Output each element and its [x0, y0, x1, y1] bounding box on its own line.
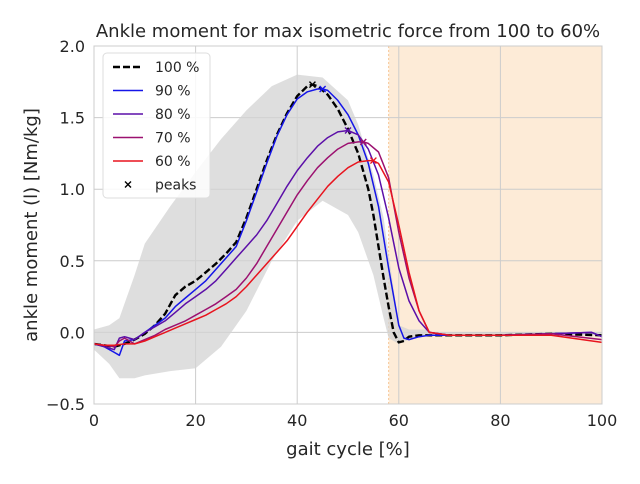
x-tick-label: 40: [287, 411, 307, 430]
legend-label: 60 %: [155, 154, 191, 170]
swing-phase-region: [388, 46, 602, 404]
y-tick-label: 2.0: [60, 37, 85, 56]
series-line-60: [94, 159, 602, 347]
plot-frame: [93, 45, 603, 405]
x-tick-label: 20: [185, 411, 205, 430]
peak-marker: [344, 126, 352, 134]
series-line-80: [94, 129, 602, 351]
legend-label: 80 %: [155, 107, 191, 123]
series-line-100: [94, 83, 602, 348]
y-tick-label: 0.5: [60, 252, 85, 271]
legend: 100 % 90 % 80 % 70 % 60 % peaks: [102, 52, 211, 199]
reference-band: [94, 74, 602, 379]
legend-label: 70 %: [155, 131, 191, 147]
y-tick-label: −0.5: [46, 395, 85, 414]
legend-label: peaks: [155, 178, 196, 194]
series-line-70: [94, 141, 602, 348]
x-tick-label: 0: [89, 411, 99, 430]
peak-marker: [319, 85, 327, 93]
y-tick-label: 0.0: [60, 323, 85, 342]
y-tick-label: 1.5: [60, 109, 85, 128]
x-tick-label: 100: [587, 411, 618, 430]
y-tick-label: 1.0: [60, 180, 85, 199]
x-tick-label: 80: [490, 411, 510, 430]
chart-title: Ankle moment for max isometric force fro…: [96, 21, 600, 42]
legend-label: 100 %: [155, 60, 199, 76]
plot-content: [94, 74, 602, 379]
x-axis-label: gait cycle [%]: [286, 439, 410, 460]
y-axis-label: ankle moment (l) [Nm/kg]: [21, 108, 42, 342]
x-tick-label: 60: [389, 411, 409, 430]
peak-marker: [369, 157, 377, 165]
legend-label: 90 %: [155, 84, 191, 100]
peak-marker: [359, 138, 367, 146]
legend-peaks-marker: [124, 181, 132, 188]
series-line-90: [94, 88, 602, 357]
plot-area: 0 20 40 60 80 100 −0.5 0.0 0.5 1.0 1.5 2.0: [46, 37, 617, 430]
peak-marker: [308, 81, 316, 89]
